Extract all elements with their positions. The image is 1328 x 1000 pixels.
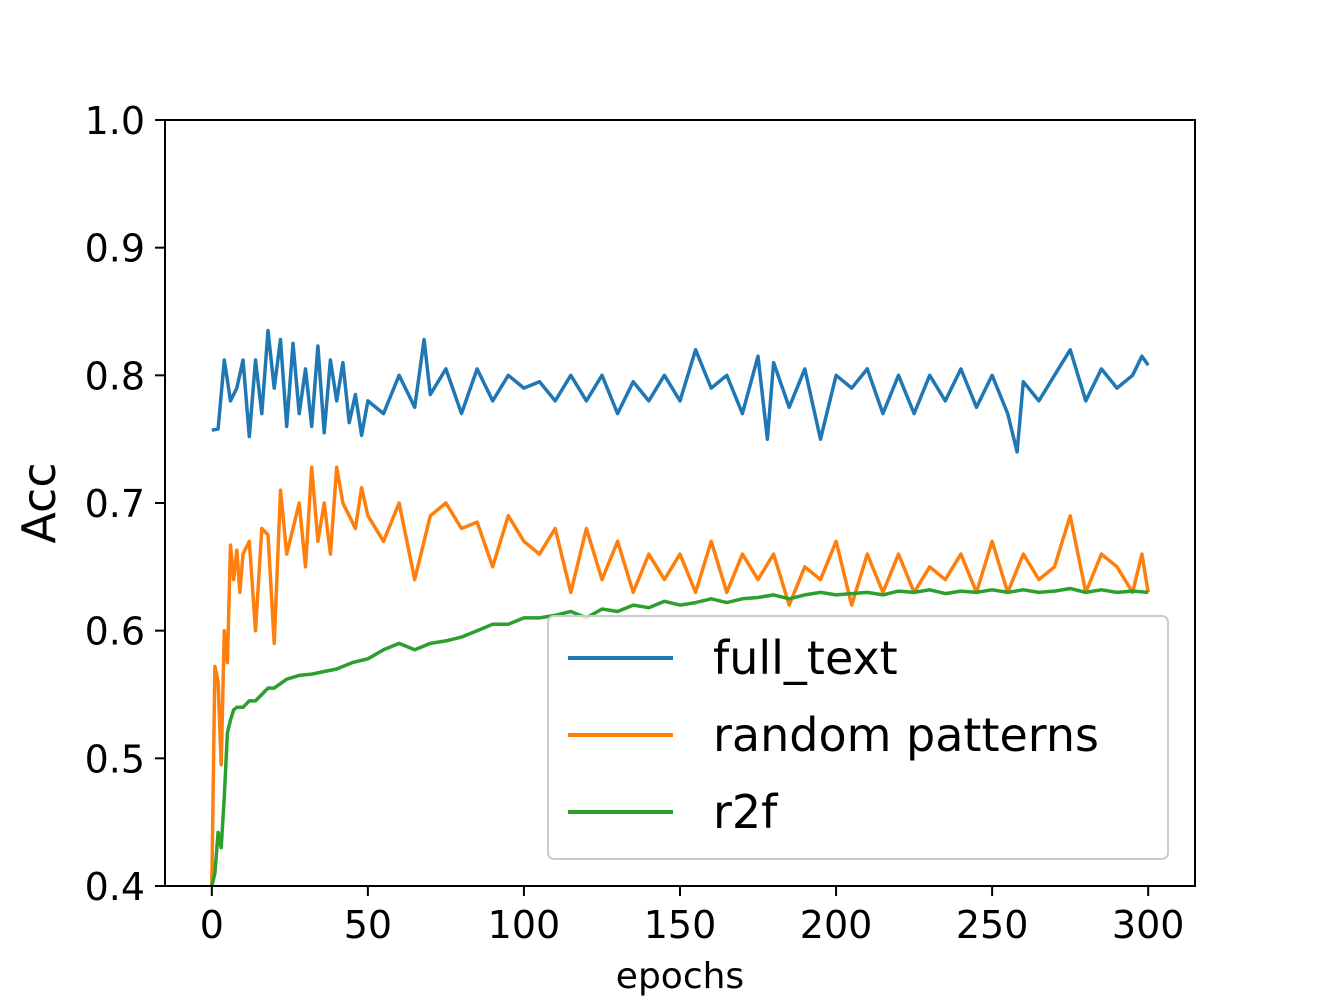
series-line-full-text — [211, 328, 1150, 454]
x-tick-label: 100 — [488, 903, 561, 947]
x-axis: 0 50 100 150 200 250 300 — [200, 886, 1185, 947]
y-tick-label: 0.8 — [85, 354, 145, 398]
x-axis-label: epochs — [616, 956, 744, 996]
y-tick-label: 1.0 — [85, 99, 145, 143]
y-axis: 0.4 0.5 0.6 0.7 0.8 0.9 1.0 — [85, 99, 165, 909]
x-tick-label: 300 — [1112, 903, 1185, 947]
series-line-r2f — [210, 586, 1149, 886]
legend-label: r2f — [713, 785, 779, 839]
y-tick-label: 0.4 — [85, 865, 145, 909]
legend-label: random patterns — [713, 708, 1099, 762]
legend-box — [547, 615, 1169, 860]
x-tick-label: 200 — [800, 903, 873, 947]
series-lines — [210, 328, 1150, 886]
x-tick-label: 150 — [644, 903, 717, 947]
y-tick-label: 0.9 — [85, 227, 145, 271]
y-tick-label: 0.7 — [85, 482, 145, 526]
x-tick-label: 0 — [200, 903, 224, 947]
x-tick-label: 50 — [344, 903, 392, 947]
y-tick-label: 0.6 — [85, 610, 145, 654]
x-tick-label: 250 — [956, 903, 1029, 947]
legend-label: full_text — [713, 631, 898, 685]
y-tick-label: 0.5 — [85, 737, 145, 781]
series-line-random-patterns — [210, 465, 1150, 886]
y-axis-label: Acc — [12, 462, 66, 543]
